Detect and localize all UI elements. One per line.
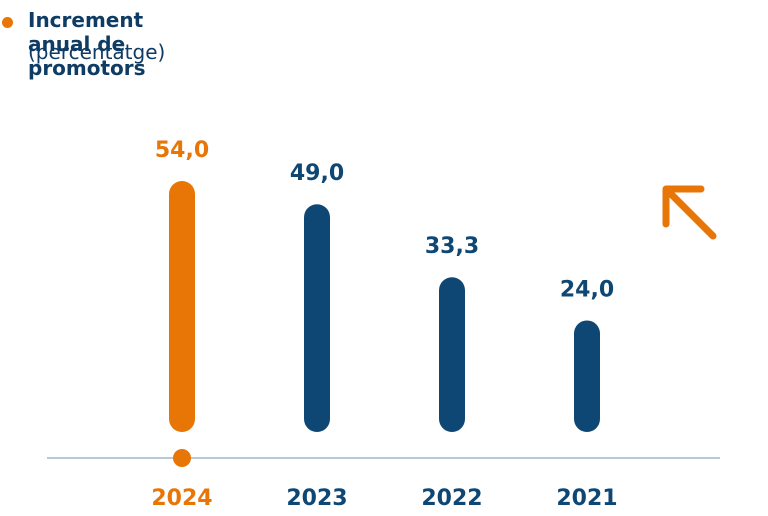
- chart-title: Increment anual de promotors: [28, 8, 146, 80]
- bar-2023: [304, 204, 330, 432]
- category-label-2023: 2023: [286, 486, 347, 511]
- value-label-2022: 33,3: [425, 234, 479, 259]
- value-label-2021: 24,0: [560, 277, 614, 302]
- value-label-2023: 49,0: [290, 161, 344, 186]
- arrow-up-left-icon: [662, 185, 717, 240]
- bar-2021: [574, 320, 600, 432]
- category-label-2022: 2022: [421, 486, 482, 511]
- value-label-2024: 54,0: [155, 138, 209, 163]
- chart-subtitle: (percentatge): [28, 40, 166, 64]
- bar-2024: [169, 181, 195, 432]
- title-bullet-icon: [2, 17, 13, 28]
- highlight-marker-dot: [173, 449, 191, 467]
- category-label-2024: 2024: [151, 486, 212, 511]
- bar-2022: [439, 277, 465, 432]
- category-label-2021: 2021: [556, 486, 617, 511]
